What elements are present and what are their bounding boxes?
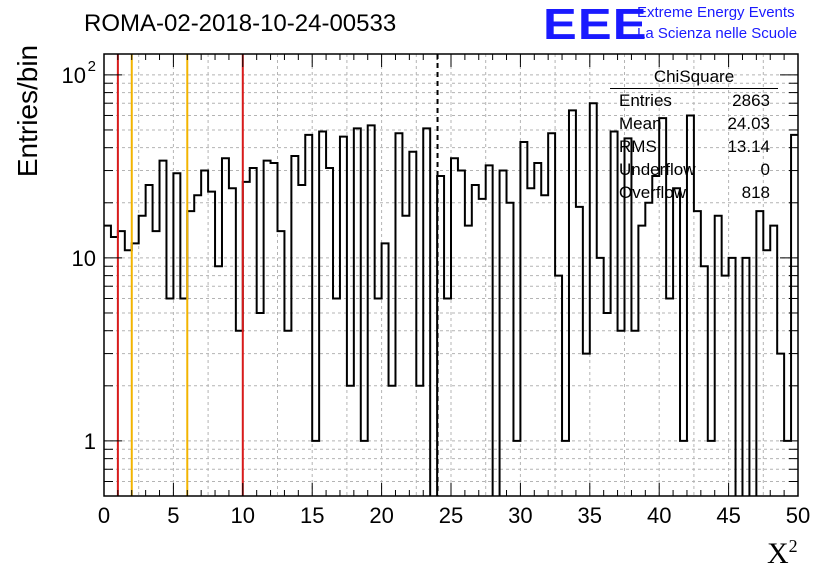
stats-title: ChiSquare (610, 66, 778, 89)
x-tick-labels: 0 5 10 15 20 25 30 35 40 45 50 (98, 503, 810, 528)
logo-subtitle-1: Extreme Energy Events (637, 4, 795, 21)
x-tick-label: 40 (647, 503, 671, 528)
x-axis-label-base: X (767, 537, 789, 570)
stat-label: Mean (619, 114, 662, 133)
stat-label: Entries (619, 91, 672, 110)
x-tick-label: 20 (369, 503, 393, 528)
histogram-outline (104, 102, 798, 496)
histogram-bars (104, 102, 798, 496)
x-tick-label: 50 (786, 503, 810, 528)
y-tick-label-exponent: 2 (88, 58, 96, 75)
stat-label: Underflow (619, 160, 696, 179)
stat-label: RMS (619, 137, 657, 156)
grid-lines (104, 54, 798, 496)
stats-box: ChiSquare Entries 2863 Mean 24.03 RMS 13.14… (610, 66, 778, 204)
y-tick-label: 10 (62, 63, 86, 88)
stat-value: 0 (760, 160, 770, 179)
axis-ticks (103, 54, 799, 496)
marker-lines (116, 54, 439, 496)
y-tick-label: 1 (84, 429, 96, 454)
x-axis-label-exponent: 2 (788, 536, 798, 556)
stat-value: 2863 (732, 91, 770, 110)
stat-row-mean: Mean 24.03 (612, 112, 778, 135)
stat-row-underflow: Underflow 0 (612, 158, 778, 181)
x-tick-label: 15 (300, 503, 324, 528)
x-tick-label: 30 (508, 503, 532, 528)
stat-value: 818 (741, 183, 770, 202)
x-tick-label: 35 (578, 503, 602, 528)
stat-row-rms: RMS 13.14 (612, 135, 778, 158)
stat-label: Overflow (619, 183, 687, 202)
run-title: ROMA-02-2018-10-24-00533 (84, 10, 397, 37)
stat-row-entries: Entries 2863 (612, 89, 778, 112)
eee-logo: EEE (543, 0, 648, 49)
x-tick-label: 0 (98, 503, 110, 528)
stat-row-overflow: Overflow 818 (612, 181, 778, 204)
y-tick-label: 10 (72, 246, 96, 271)
x-tick-label: 45 (716, 503, 740, 528)
x-tick-label: 5 (167, 503, 179, 528)
x-tick-label: 10 (231, 503, 255, 528)
stat-value: 13.14 (727, 137, 770, 156)
x-tick-label: 25 (439, 503, 463, 528)
logo-subtitle-2: La Scienza nelle Scuole (637, 25, 798, 42)
x-axis-label: X2 (767, 536, 798, 571)
y-axis-label: Entries/bin (12, 44, 43, 178)
stat-value: 24.03 (727, 114, 770, 133)
